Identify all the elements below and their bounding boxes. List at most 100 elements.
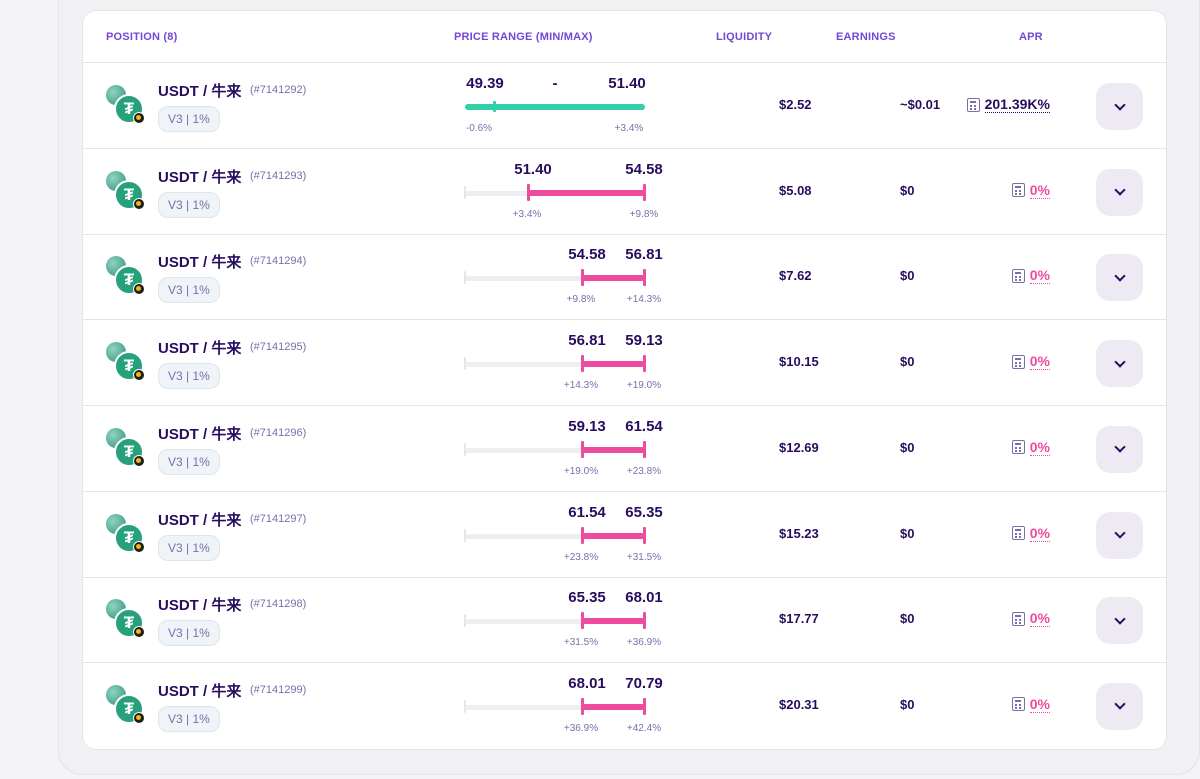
token-pair-icons: ₮ bbox=[106, 427, 146, 470]
table-row[interactable]: ₮ USDT / 牛来 (#7141298) V3 | 1% 65.35 68.… bbox=[83, 577, 1166, 664]
price-range-bar: 56.81 59.13 +14.3% +19.0% bbox=[463, 320, 663, 406]
token-pair-icons: ₮ bbox=[106, 599, 146, 641]
price-range-bar: 54.58 56.81 +9.8% +14.3% bbox=[463, 234, 663, 320]
range-max-price: 61.54 bbox=[625, 417, 663, 435]
range-max-percent: +23.8% bbox=[626, 465, 662, 477]
apr-value[interactable]: 0% bbox=[1029, 267, 1050, 285]
chevron-down-icon bbox=[1113, 98, 1126, 111]
calculator-icon[interactable] bbox=[1011, 183, 1025, 198]
expand-row-button[interactable] bbox=[1096, 597, 1143, 645]
apr-value[interactable]: 0% bbox=[1029, 438, 1050, 456]
chain-badge-icon bbox=[133, 283, 145, 296]
token-pair-icons: ₮ bbox=[106, 684, 146, 727]
range-min-percent: +23.8% bbox=[563, 551, 599, 563]
apr-cell[interactable]: 201.39K% bbox=[963, 96, 1050, 113]
table-row[interactable]: ₮ USDT / 牛来 (#7141296) V3 | 1% 59.13 61.… bbox=[83, 406, 1166, 492]
pair-name: USDT / 牛来 bbox=[158, 254, 242, 272]
calculator-icon[interactable] bbox=[1011, 526, 1025, 540]
chevron-down-icon bbox=[1113, 613, 1126, 625]
chevron-down-icon bbox=[1113, 184, 1126, 196]
apr-value[interactable]: 201.39K% bbox=[984, 96, 1050, 113]
expand-row-button[interactable] bbox=[1096, 340, 1143, 388]
apr-cell[interactable]: 0% bbox=[963, 610, 1050, 628]
usdt-token-icon: ₮ bbox=[114, 693, 144, 724]
range-min-handle bbox=[581, 269, 584, 287]
range-track bbox=[465, 619, 645, 625]
range-max-handle bbox=[643, 526, 646, 544]
calculator-icon[interactable] bbox=[1011, 354, 1025, 369]
apr-cell[interactable]: 0% bbox=[963, 696, 1050, 713]
range-max-percent: +9.8% bbox=[629, 208, 659, 220]
apr-cell[interactable]: 0% bbox=[963, 353, 1050, 371]
chain-badge-icon bbox=[133, 454, 145, 467]
range-max-price: 68.01 bbox=[625, 589, 663, 607]
table-header: POSITION (8) PRICE RANGE (MIN/MAX) LIQUI… bbox=[83, 11, 1166, 63]
range-min-price: 54.58 bbox=[568, 246, 606, 264]
calculator-icon[interactable] bbox=[1011, 440, 1025, 455]
token-pair-icons: ₮ bbox=[106, 170, 146, 213]
price-range-bar: 59.13 61.54 +19.0% +23.8% bbox=[463, 406, 663, 492]
apr-value[interactable]: 0% bbox=[1029, 695, 1050, 713]
range-min-percent: +3.4% bbox=[512, 208, 542, 220]
calculator-icon[interactable] bbox=[966, 97, 980, 112]
table-row[interactable]: ₮ USDT / 牛来 (#7141299) V3 | 1% 68.01 70.… bbox=[83, 663, 1166, 749]
range-max-price: 56.81 bbox=[625, 246, 663, 264]
expand-row-button[interactable] bbox=[1096, 83, 1143, 130]
header-apr: APR bbox=[1019, 31, 1043, 43]
range-separator: - bbox=[552, 75, 558, 92]
usdt-token-icon: ₮ bbox=[114, 522, 144, 553]
range-track-start bbox=[464, 185, 466, 199]
expand-row-button[interactable] bbox=[1096, 168, 1143, 216]
expand-row-button[interactable] bbox=[1096, 511, 1143, 559]
apr-value[interactable]: 0% bbox=[1029, 353, 1050, 371]
chain-badge-icon bbox=[133, 112, 145, 124]
chain-badge-icon bbox=[133, 197, 145, 210]
price-range-bar: 68.01 70.79 +36.9% +42.4% bbox=[463, 663, 663, 749]
current-price-marker bbox=[492, 101, 496, 112]
range-max-price: 70.79 bbox=[625, 674, 663, 692]
range-track-start bbox=[464, 699, 466, 713]
header-liquidity: LIQUIDITY bbox=[716, 31, 773, 43]
apr-value[interactable]: 0% bbox=[1029, 524, 1050, 542]
range-max-percent: +19.0% bbox=[626, 380, 662, 392]
table-row[interactable]: ₮ USDT / 牛来 (#7141294) V3 | 1% 54.58 56.… bbox=[83, 234, 1166, 321]
pair-name: USDT / 牛来 bbox=[158, 597, 242, 615]
range-fill bbox=[582, 275, 645, 282]
range-track bbox=[465, 533, 645, 539]
range-min-price: 51.40 bbox=[514, 160, 552, 178]
range-min-percent: +36.9% bbox=[563, 722, 599, 734]
apr-cell[interactable]: 0% bbox=[963, 439, 1050, 456]
apr-value[interactable]: 0% bbox=[1029, 181, 1050, 199]
table-row[interactable]: ₮ USDT / 牛来 (#7141293) V3 | 1% 51.40 54.… bbox=[83, 149, 1166, 235]
chain-badge-icon bbox=[133, 369, 145, 382]
calculator-icon[interactable] bbox=[1011, 611, 1025, 626]
apr-cell[interactable]: 0% bbox=[963, 182, 1050, 199]
table-row[interactable]: ₮ USDT / 牛来 (#7141295) V3 | 1% 56.81 59.… bbox=[83, 320, 1166, 407]
apr-value[interactable]: 0% bbox=[1029, 610, 1050, 628]
table-row[interactable]: ₮ USDT / 牛来 (#7141292) V3 | 1% 49.39 - 5… bbox=[83, 63, 1166, 149]
calculator-icon[interactable] bbox=[1011, 268, 1025, 283]
apr-cell[interactable]: 0% bbox=[963, 525, 1050, 542]
range-max-handle bbox=[643, 183, 646, 201]
expand-row-button[interactable] bbox=[1096, 682, 1143, 730]
range-max-percent: +31.5% bbox=[626, 551, 662, 563]
chevron-down-icon bbox=[1113, 698, 1126, 711]
range-max-price: 54.58 bbox=[625, 160, 663, 178]
chevron-down-icon bbox=[1113, 355, 1126, 368]
chain-badge-icon bbox=[133, 540, 145, 553]
fee-tier-badge: V3 | 1% bbox=[158, 448, 220, 475]
expand-row-button[interactable] bbox=[1096, 254, 1143, 302]
range-max-percent: +14.3% bbox=[626, 294, 662, 306]
header-price-range: PRICE RANGE (MIN/MAX) bbox=[454, 31, 593, 43]
range-min-price: 56.81 bbox=[568, 332, 606, 350]
apr-cell[interactable]: 0% bbox=[963, 267, 1050, 285]
calculator-icon[interactable] bbox=[1011, 697, 1025, 712]
range-max-price: 65.35 bbox=[625, 503, 663, 521]
table-row[interactable]: ₮ USDT / 牛来 (#7141297) V3 | 1% 61.54 65.… bbox=[83, 492, 1166, 578]
range-fill bbox=[465, 104, 645, 110]
pair-name: USDT / 牛来 bbox=[158, 682, 242, 700]
range-min-percent: +14.3% bbox=[563, 380, 599, 392]
position-id: (#7141294) bbox=[250, 255, 307, 268]
range-min-handle bbox=[581, 697, 584, 715]
expand-row-button[interactable] bbox=[1096, 425, 1143, 473]
